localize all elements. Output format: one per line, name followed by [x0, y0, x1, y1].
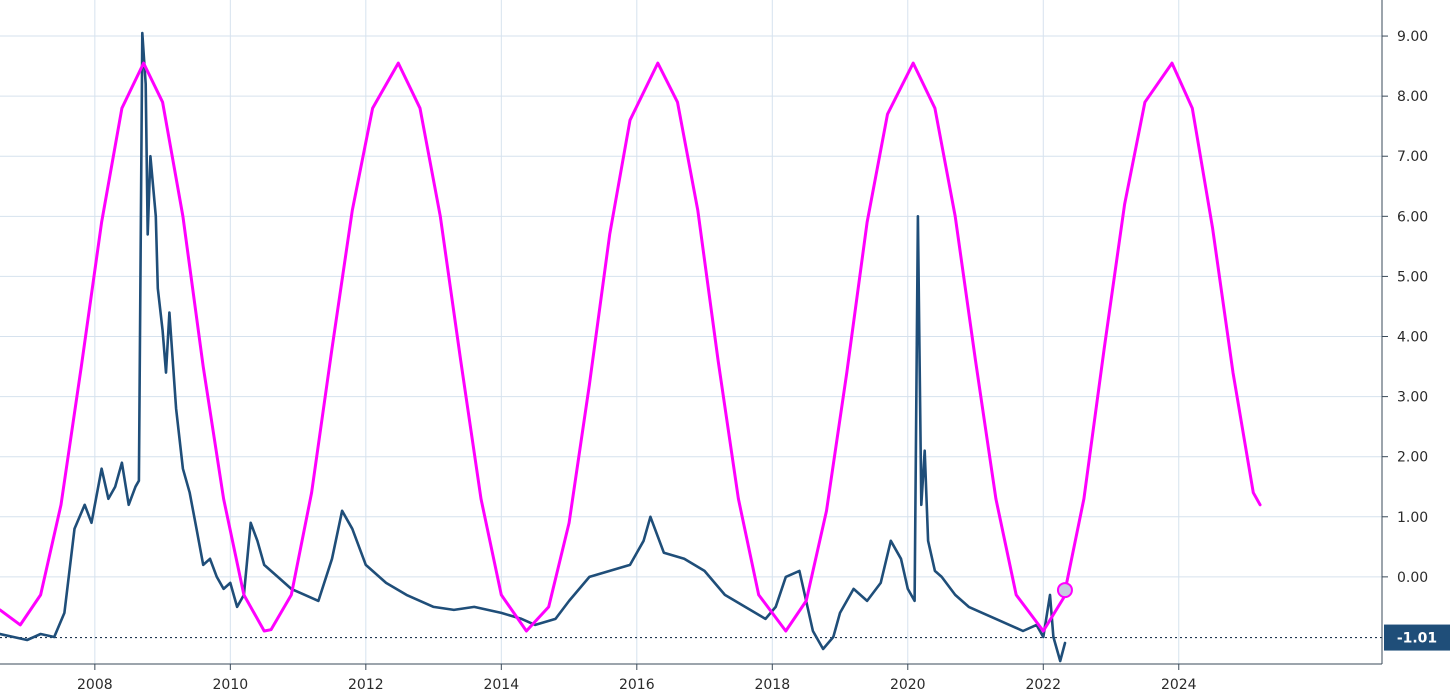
y-tick-label: 3.00: [1397, 390, 1428, 406]
y-tick-label: 6.00: [1397, 209, 1428, 225]
current-point-marker: [1056, 582, 1073, 599]
x-tick-label: 2022: [1025, 677, 1061, 693]
data-series-line: [0, 31, 1067, 663]
series-layer: [0, 31, 1382, 663]
cycle-series-line: [0, 61, 1262, 633]
y-tick-label: 1.00: [1397, 510, 1428, 526]
y-tick-label: 2.00: [1397, 450, 1428, 466]
y-tick-label: 9.00: [1397, 29, 1428, 45]
y-tick-label: 0.00: [1397, 570, 1428, 586]
x-tick-label: 2016: [619, 677, 655, 693]
x-tick-label: 2008: [77, 677, 113, 693]
y-tick-label: 7.00: [1397, 149, 1428, 165]
x-tick-label: 2012: [348, 677, 384, 693]
x-tick-label: 2014: [483, 677, 519, 693]
y-tick-label: 5.00: [1397, 269, 1428, 285]
y-tick-label: 8.00: [1397, 89, 1428, 105]
x-tick-label: 2018: [754, 677, 790, 693]
current-value-label: -1.01: [1397, 631, 1437, 647]
current-value-badge: [1384, 624, 1450, 651]
x-tick-label: 2024: [1161, 677, 1197, 693]
y-tick-label: 4.00: [1397, 330, 1428, 346]
grid: [0, 0, 1382, 664]
x-tick-label: 2010: [213, 677, 249, 693]
x-tick-label: 2020: [890, 677, 926, 693]
